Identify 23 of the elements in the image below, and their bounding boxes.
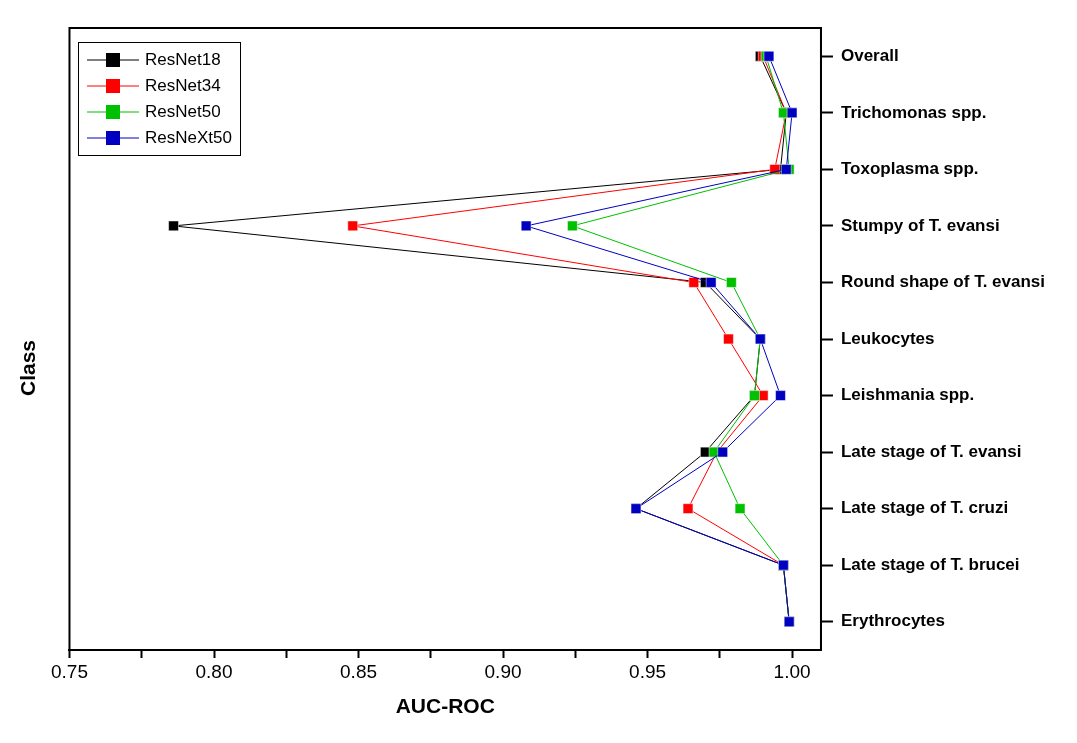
legend-label: ResNet34 <box>145 76 221 96</box>
legend-label: ResNet50 <box>145 102 221 122</box>
y-tick-label: Overall <box>840 45 899 65</box>
x-axis-title: AUC-ROC <box>395 694 495 718</box>
y-tick-label: Round shape of T. evansi <box>840 272 1046 292</box>
y-axis-title: Class <box>16 339 40 397</box>
y-tick-label: Late stage of T. brucei <box>840 554 1020 574</box>
y-tick-label: Leishmania spp. <box>840 385 975 405</box>
y-tick-label: Late stage of T. evansi <box>840 441 1022 461</box>
legend-label: ResNet18 <box>145 50 221 70</box>
legend-label: ResNeXt50 <box>145 128 232 148</box>
x-tick-label: 0.85 <box>340 660 378 682</box>
x-tick-label: 0.80 <box>195 660 233 682</box>
x-tick-label: 1.00 <box>773 660 811 682</box>
y-tick-label: Leukocytes <box>840 328 935 348</box>
x-tick-label: 0.90 <box>484 660 522 682</box>
y-tick-label: Toxoplasma spp. <box>840 159 979 179</box>
x-tick-label: 0.95 <box>629 660 667 682</box>
y-tick-label: Erythrocytes <box>840 611 945 631</box>
y-tick-label: Stumpy of T. evansi <box>840 215 1000 235</box>
y-tick-label: Late stage of T. cruzi <box>840 498 1009 518</box>
y-tick-label: Trichomonas spp. <box>840 102 987 122</box>
x-tick-label: 0.75 <box>51 660 88 682</box>
